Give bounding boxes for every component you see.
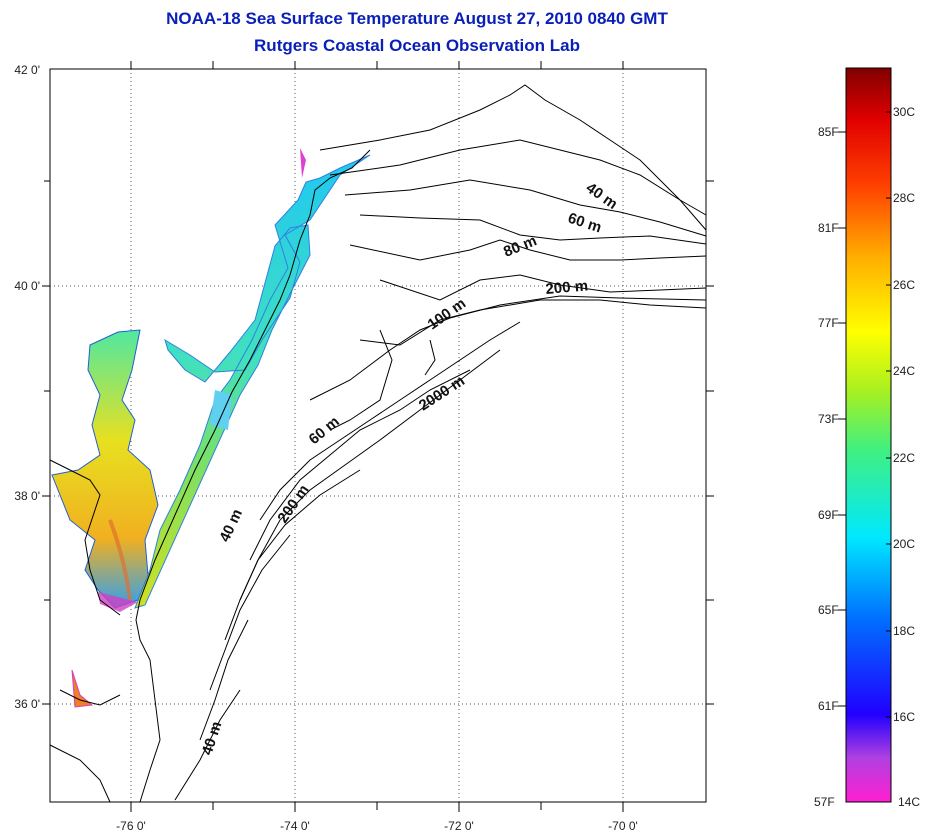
coastline xyxy=(49,149,371,803)
colorbar-f-label: 73F xyxy=(818,412,839,426)
lon-label: -70 0' xyxy=(608,819,638,832)
sst-satellite-swath xyxy=(51,148,371,708)
longitude-labels: -76 0' -74 0' -72 0' -70 0' xyxy=(116,819,638,832)
contour-label: 40 m xyxy=(216,507,246,545)
colorbar-c-label: 20C xyxy=(893,537,915,551)
lat-label: 36 0' xyxy=(14,697,40,711)
lon-label: -74 0' xyxy=(280,819,310,832)
colorbar-c-label: 28C xyxy=(893,191,915,205)
colorbar-f-label: 85F xyxy=(818,125,839,139)
contour-labels: 40 m 60 m 80 m 200 m 100 m 2000 m 60 m 2… xyxy=(199,179,621,757)
colorbar: 85F 81F 77F 73F 69F 65F 61F 57F 30C 28C … xyxy=(814,67,920,809)
lon-label: -76 0' xyxy=(116,819,146,832)
contour-label: 60 m xyxy=(306,413,343,448)
contour-label: 80 m xyxy=(501,232,539,261)
contour-label: 40 m xyxy=(583,179,621,213)
colorbar-c-label: 18C xyxy=(893,624,915,638)
contour-label: 2000 m xyxy=(416,372,468,414)
latitude-labels: 42 0' 40 0' 38 0' 36 0' xyxy=(14,63,40,711)
colorbar-f-label: 81F xyxy=(818,221,839,235)
map-subtitle: Rutgers Coastal Ocean Observation Lab xyxy=(254,36,580,55)
lon-label: -72 0' xyxy=(444,819,474,832)
lat-label: 42 0' xyxy=(14,63,40,77)
colorbar-gradient xyxy=(845,67,892,803)
colorbar-f-label: 57F xyxy=(814,795,835,809)
colorbar-c-label: 22C xyxy=(893,451,915,465)
frame-ticks xyxy=(42,61,714,812)
colorbar-c-label: 24C xyxy=(893,364,915,378)
colorbar-c-label: 30C xyxy=(893,105,915,119)
map-frame xyxy=(49,68,707,803)
map-title: NOAA-18 Sea Surface Temperature August 2… xyxy=(166,9,668,28)
contour-label: 60 m xyxy=(566,210,604,237)
colorbar-f-label: 77F xyxy=(818,316,839,330)
colorbar-c-label: 16C xyxy=(893,710,915,724)
colorbar-f-label: 69F xyxy=(818,508,839,522)
contour-label: 40 m xyxy=(199,719,226,757)
colorbar-c-label: 14C xyxy=(898,795,920,809)
lat-label: 38 0' xyxy=(14,489,40,503)
contour-label: 200 m xyxy=(274,482,312,527)
colorbar-c-label: 26C xyxy=(893,278,915,292)
colorbar-f-label: 61F xyxy=(818,699,839,713)
grid-lines xyxy=(50,69,706,802)
bathymetry-contours xyxy=(174,84,707,801)
lat-label: 40 0' xyxy=(14,279,40,293)
contour-label: 200 m xyxy=(545,277,589,298)
colorbar-f-label: 65F xyxy=(818,603,839,617)
